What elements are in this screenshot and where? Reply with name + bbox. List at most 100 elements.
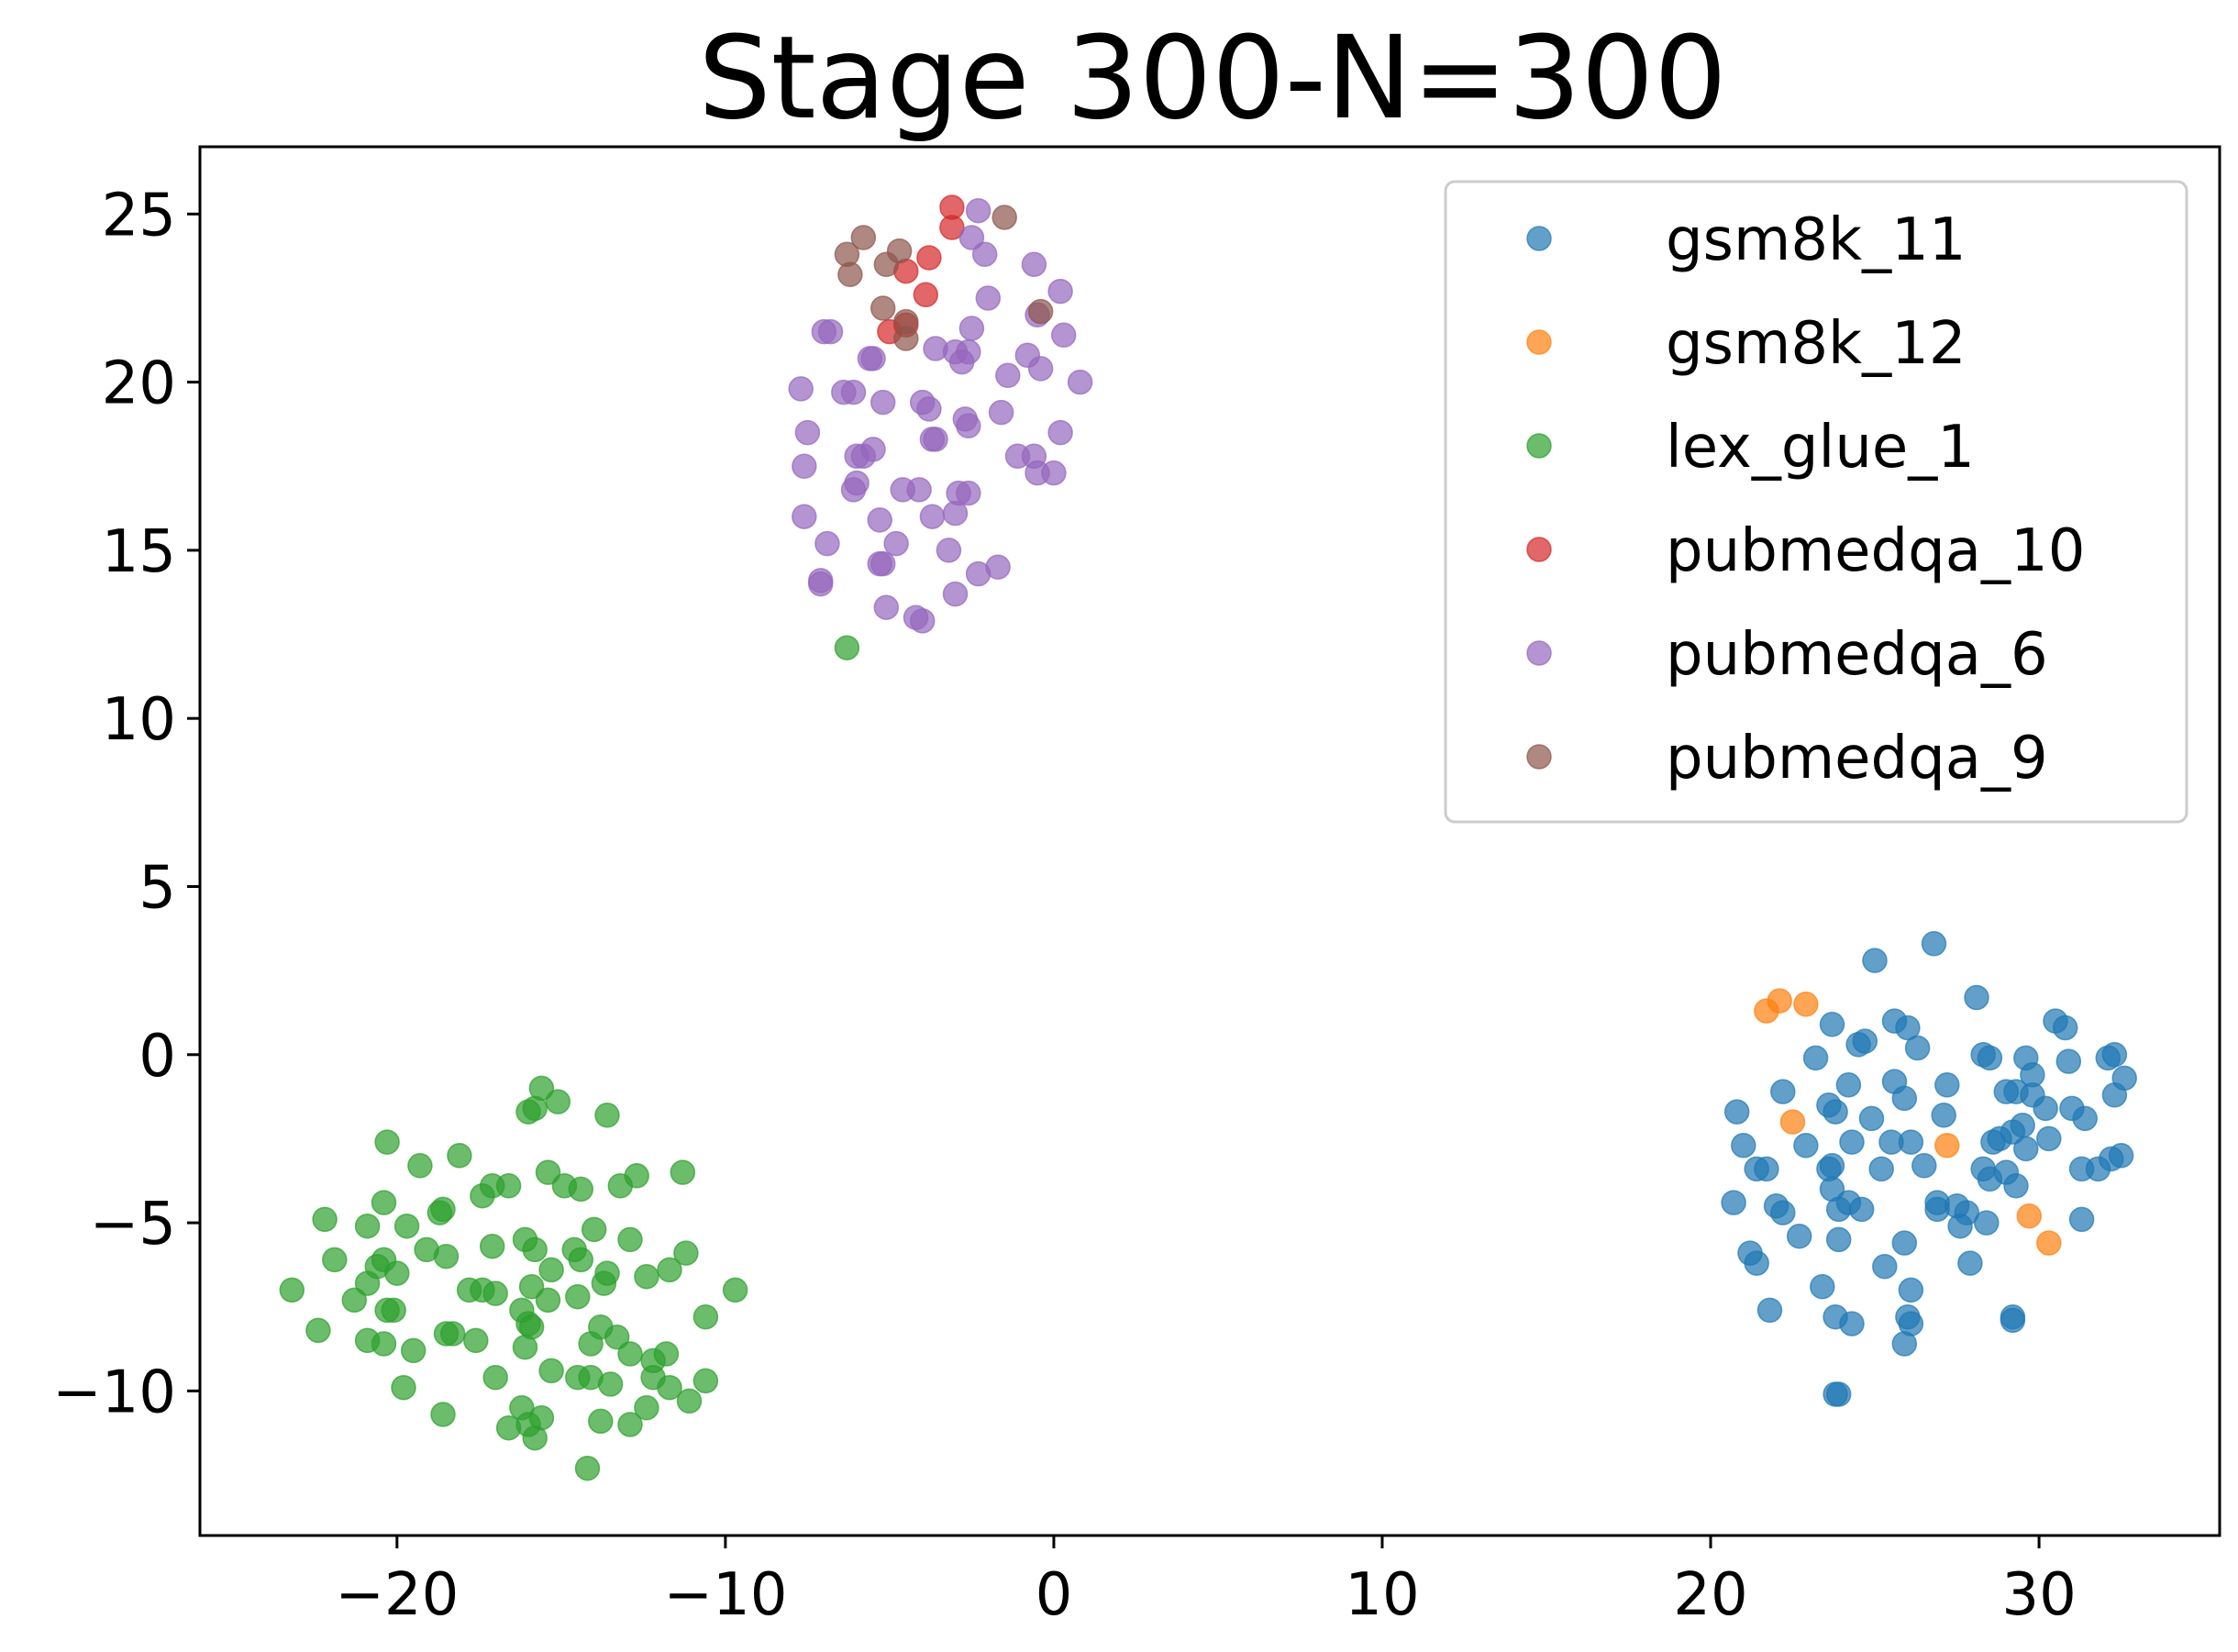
point-lex_glue_1-89	[430, 1402, 456, 1427]
point-lex_glue_1-14	[470, 1182, 495, 1209]
y-axis: −10 −5 0 5 10 15 20 25	[52, 182, 200, 1426]
point-gsm8k_12-5	[2016, 1203, 2043, 1229]
point-pubmedqa_6-36	[923, 427, 948, 452]
point-pubmedqa_6-30	[794, 419, 821, 446]
point-lex_glue_1-82	[676, 1388, 703, 1414]
point-lex_glue_1-74	[538, 1358, 564, 1384]
point-lex_glue_1-60	[617, 1341, 643, 1367]
point-lex_glue_1-11	[568, 1176, 594, 1203]
point-pubmedqa_10-4	[913, 282, 939, 308]
legend-marker-gsm8k_11	[1526, 226, 1552, 251]
point-gsm8k_11-8	[1819, 1012, 1845, 1037]
points-layer	[279, 194, 2137, 1481]
point-lex_glue_1-73	[482, 1364, 508, 1391]
point-lex_glue_1-58	[604, 1324, 630, 1350]
legend-label-gsm8k_11: gsm8k_11	[1666, 206, 1967, 274]
point-pubmedqa_6-2	[971, 241, 998, 268]
point-gsm8k_11-0	[1921, 931, 1947, 957]
y-tick-label-4: 10	[102, 686, 176, 754]
point-gsm8k_11-13	[2052, 1014, 2078, 1041]
x-tick-label-5: 30	[2001, 1561, 2076, 1629]
point-gsm8k_12-3	[1779, 1109, 1806, 1135]
point-gsm8k_11-65	[1825, 1196, 1852, 1223]
point-gsm8k_11-73	[1974, 1210, 2000, 1236]
point-gsm8k_11-57	[2013, 1136, 2039, 1162]
point-gsm8k_11-83	[1810, 1273, 1835, 1300]
point-pubmedqa_6-48	[867, 507, 892, 533]
point-gsm8k_11-94	[1825, 1381, 1852, 1407]
point-pubmedqa_6-61	[873, 594, 900, 620]
point-lex_glue_1-4	[522, 1095, 548, 1122]
point-lex_glue_1-71	[463, 1327, 489, 1354]
point-pubmedqa_9-9	[1027, 298, 1054, 325]
point-gsm8k_11-75	[2068, 1206, 2095, 1233]
point-lex_glue_1-17	[670, 1159, 696, 1185]
point-gsm8k_11-32	[1723, 1099, 1750, 1125]
point-gsm8k_11-7	[1904, 1035, 1931, 1061]
point-lex_glue_1-83	[634, 1394, 659, 1421]
legend-marker-pubmedqa_10	[1526, 537, 1552, 562]
y-tick-label-6: 20	[102, 350, 176, 418]
point-gsm8k_11-76	[1786, 1223, 1812, 1249]
point-lex_glue_1-19	[312, 1206, 338, 1233]
x-tick-label-1: −10	[663, 1561, 787, 1629]
point-pubmedqa_6-20	[788, 376, 814, 402]
point-lex_glue_1-49	[518, 1273, 545, 1300]
point-pubmedqa_6-59	[807, 571, 834, 597]
point-pubmedqa_6-8	[817, 318, 844, 345]
point-gsm8k_11-28	[2033, 1095, 2058, 1122]
point-gsm8k_11-68	[1721, 1190, 1746, 1215]
point-lex_glue_1-48	[482, 1281, 508, 1306]
point-pubmedqa_6-0	[965, 197, 992, 224]
point-pubmedqa_6-31	[792, 453, 817, 480]
point-pubmedqa_6-4	[975, 285, 1002, 311]
point-pubmedqa_9-3	[837, 261, 863, 288]
x-axis: −20 −10 0 10 20 30	[335, 1536, 2077, 1629]
point-lex_glue_1-53	[381, 1297, 406, 1324]
point-gsm8k_11-48	[1754, 1156, 1779, 1182]
point-lex_glue_1-20	[354, 1213, 381, 1239]
point-lex_glue_1-2	[545, 1089, 571, 1114]
point-pubmedqa_9-6	[870, 295, 896, 321]
point-gsm8k_11-11	[1977, 1045, 2003, 1071]
point-pubmedqa_6-57	[965, 560, 992, 587]
point-pubmedqa_10-2	[916, 245, 942, 271]
point-lex_glue_1-44	[341, 1287, 368, 1314]
point-gsm8k_11-35	[1858, 1105, 1885, 1132]
point-gsm8k_11-84	[1898, 1277, 1924, 1303]
point-lex_glue_1-5	[594, 1103, 620, 1128]
point-gsm8k_11-87	[1839, 1311, 1865, 1336]
plot-area-frame	[198, 145, 2221, 1537]
point-lex_glue_1-28	[479, 1233, 505, 1259]
point-lex_glue_1-50	[535, 1287, 561, 1314]
point-pubmedqa_6-25	[916, 396, 942, 422]
point-gsm8k_11-80	[1744, 1250, 1769, 1276]
point-lex_glue_1-51	[565, 1283, 591, 1310]
point-gsm8k_11-91	[2000, 1307, 2026, 1334]
point-lex_glue_1-91	[522, 1425, 548, 1451]
point-pubmedqa_9-8	[893, 326, 919, 351]
point-pubmedqa_6-16	[1027, 356, 1054, 382]
y-tick-label-0: −10	[52, 1358, 176, 1426]
point-gsm8k_11-64	[1848, 1196, 1875, 1223]
series-gsm8k_11	[1721, 931, 2137, 1407]
legend-label-gsm8k_12: gsm8k_12	[1666, 310, 1967, 378]
point-lex_glue_1-6	[374, 1129, 400, 1155]
point-pubmedqa_6-46	[956, 480, 981, 506]
point-gsm8k_11-56	[2003, 1173, 2029, 1199]
point-lex_glue_1-63	[692, 1303, 719, 1330]
point-gsm8k_11-81	[1872, 1253, 1898, 1280]
point-lex_glue_1-39	[591, 1270, 617, 1296]
x-tick-label-2: 0	[1036, 1561, 1073, 1629]
point-lex_glue_1-33	[384, 1260, 410, 1286]
point-lex_glue_1-26	[522, 1236, 548, 1263]
series-pubmedqa_6	[788, 197, 1093, 634]
point-gsm8k_11-40	[2036, 1125, 2062, 1152]
point-pubmedqa_6-63	[909, 608, 936, 634]
y-tick-label-2: 0	[138, 1023, 176, 1091]
point-pubmedqa_6-1	[958, 225, 985, 250]
point-pubmedqa_6-60	[942, 581, 969, 607]
y-tick-label-1: −5	[90, 1191, 176, 1258]
point-lex_glue_1-9	[535, 1159, 561, 1185]
